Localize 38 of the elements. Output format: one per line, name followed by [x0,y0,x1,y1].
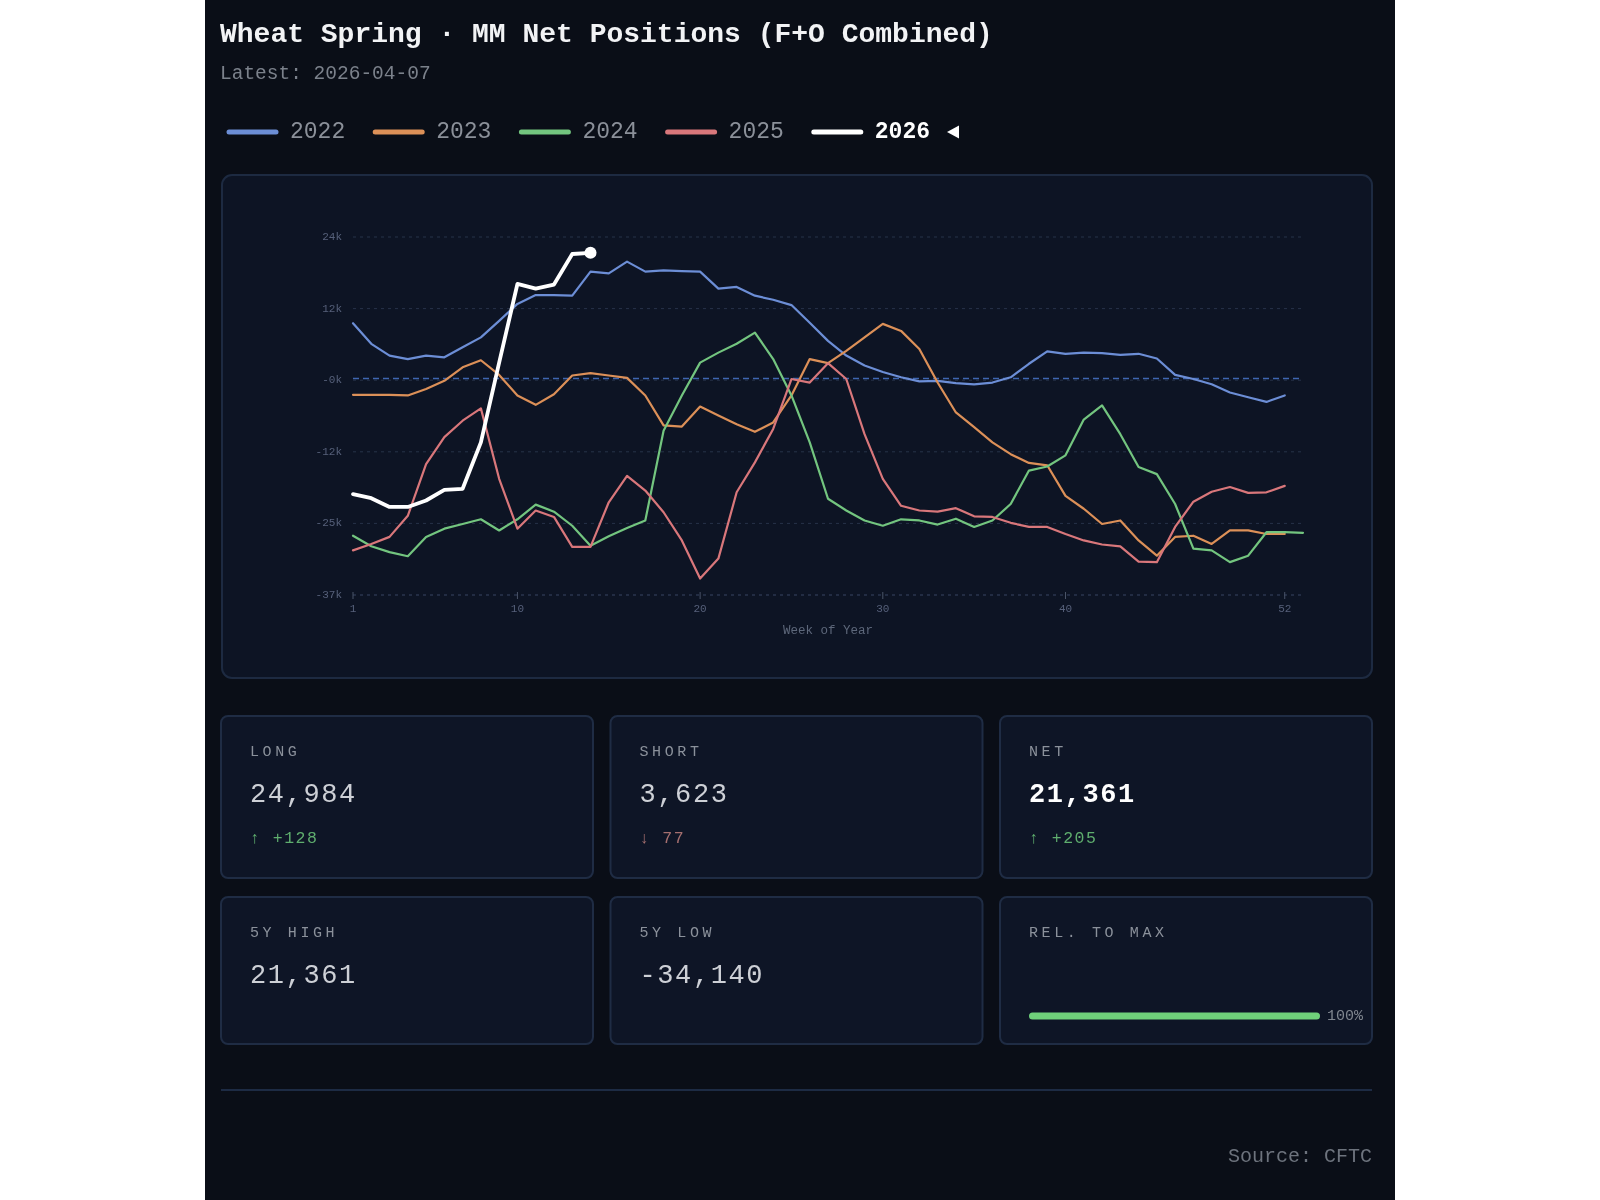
text: 5Y LOW [639,924,716,942]
text: ↓ 77 [639,828,686,848]
text: NET [1029,743,1067,761]
legend-label: 2023 [436,119,492,145]
x-tick-label: 10 [510,603,525,615]
x-tick-label: 30 [876,603,890,615]
legend-label: 2025 [728,119,784,145]
text: LONG [250,743,301,761]
text: 3,623 [639,779,729,810]
text: ↑ +128 [250,828,319,848]
text: 21,361 [250,960,357,991]
legend-label: 2026 [874,119,931,145]
y-tick-label: -37k [315,589,343,601]
text: 21,361 [1029,779,1136,810]
legend-label: 2024 [582,119,638,145]
text: 5Y HIGH [250,924,339,942]
legend-label: 2022 [290,119,346,145]
text: -34,140 [639,960,765,991]
y-tick-label: -25k [315,517,343,530]
y-tick-label: 12k [322,302,343,315]
y-tick-label: -0k [322,374,343,387]
x-tick-label: 52 [1278,603,1292,615]
y-tick-label: 24k [322,231,343,243]
line-series [351,260,1286,404]
chart-subtitle: Latest: 2026-04-07 [220,63,431,85]
text: SHORT [639,743,703,761]
x-tick-label: 40 [1058,603,1073,615]
x-axis-title: Week of Year [782,624,874,638]
x-tick-label: 1 [349,603,357,615]
chart-title: Wheat Spring · MM Net Positions (F+O Combined) [220,18,993,50]
text: ↑ +205 [1029,828,1098,848]
source-note: Source: CFTC [1227,1144,1372,1168]
data-label: 100% [1327,1007,1364,1025]
line-series [351,362,1286,580]
text: 24,984 [250,779,357,810]
y-tick-label: -12k [315,445,343,458]
chart-title: REL. TO MAX [1029,924,1168,942]
x-tick-label: 20 [693,603,707,615]
